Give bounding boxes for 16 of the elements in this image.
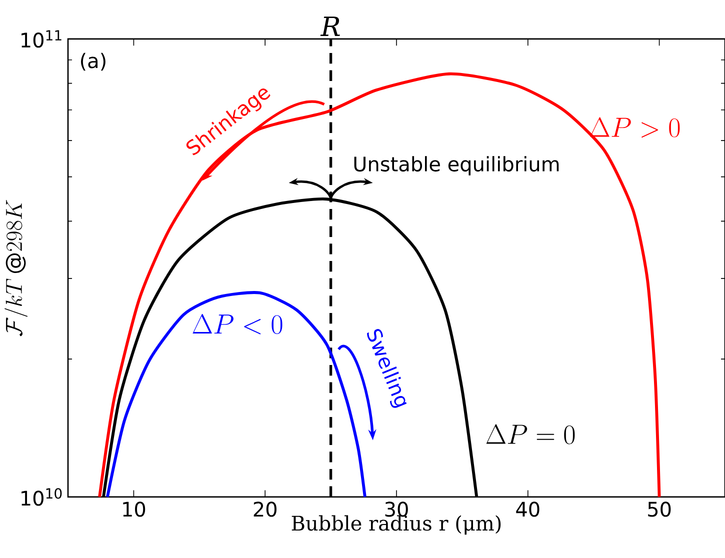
y-tick-label: 10$^{11}$ — [22, 30, 62, 48]
y-axis-title: $\mathcal{F}/kT\,@298K$ — [4, 200, 28, 336]
series-label: $\Delta P < 0$ — [192, 314, 282, 334]
series-label: $\Delta P > 0$ — [590, 117, 680, 138]
x-tick-label: 40 — [516, 502, 540, 517]
y-tick-label: 10$^{10}$ — [22, 488, 62, 506]
annotation: Unstable equilibrium — [354, 156, 559, 176]
x-tick-label: 30 — [385, 502, 408, 517]
x-tick-label: 20 — [254, 502, 276, 517]
x-tick-label: 50 — [648, 502, 671, 517]
series-label: $\Delta P = 0$ — [486, 424, 575, 444]
x-axis-title: Bubble radius r (μm) — [292, 515, 501, 535]
line-series — [106, 291, 366, 498]
ref-line-label: R — [320, 16, 340, 36]
annotation: (a) — [80, 52, 106, 71]
x-tick-label: 10 — [123, 502, 146, 517]
